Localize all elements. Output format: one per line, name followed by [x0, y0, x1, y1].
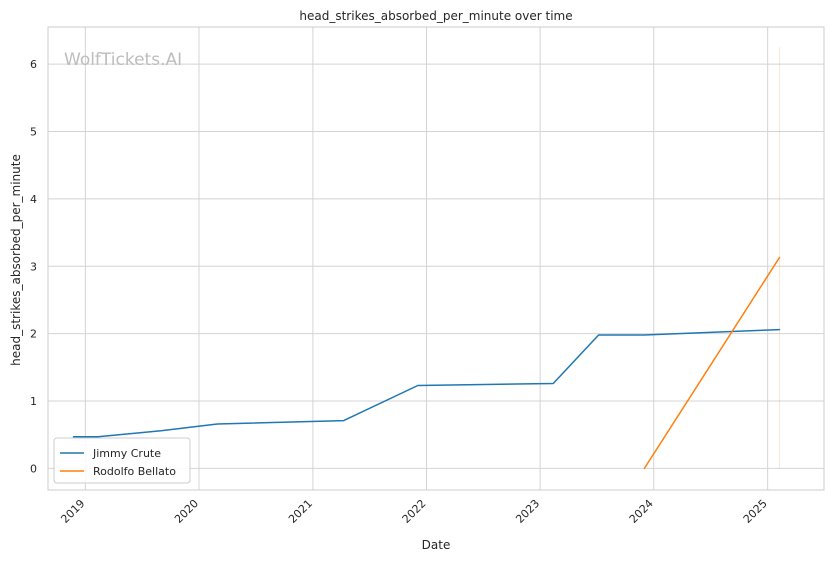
grid: [48, 27, 824, 490]
legend-label: Jimmy Crute: [92, 447, 161, 460]
y-axis-ticks: 0 1 2 3 4 5 6: [30, 58, 37, 475]
legend: Jimmy Crute Rodolfo Bellato: [53, 437, 191, 484]
x-tick-label: 2019: [58, 497, 87, 526]
legend-box: [53, 437, 191, 484]
y-tick-label: 5: [30, 125, 37, 138]
series-line: [643, 256, 781, 470]
x-axis-ticks: 2019 2020 2021 2022 2023 2024 2025: [58, 497, 769, 526]
y-tick-label: 3: [30, 260, 37, 273]
legend-label: Rodolfo Bellato: [93, 465, 176, 478]
y-tick-label: 4: [30, 193, 37, 206]
x-tick-label: 2025: [741, 497, 770, 526]
plot-frame: [47, 26, 825, 491]
y-tick-label: 6: [30, 58, 37, 71]
x-tick-label: 2020: [172, 497, 201, 526]
y-axis-label: head_strikes_absorbed_per_minute: [9, 154, 23, 366]
x-tick-label: 2021: [286, 497, 315, 526]
chart-title: head_strikes_absorbed_per_minute over ti…: [299, 9, 572, 23]
y-tick-label: 1: [30, 395, 37, 408]
series-line: [72, 328, 781, 438]
y-tick-label: 0: [30, 462, 37, 475]
x-tick-label: 2024: [627, 497, 656, 526]
watermark: WolfTickets.AI: [64, 50, 182, 70]
x-tick-label: 2022: [400, 497, 429, 526]
series-lines: [72, 256, 781, 470]
x-axis-label: Date: [422, 538, 451, 552]
y-tick-label: 2: [30, 328, 37, 341]
x-tick-label: 2023: [513, 497, 542, 526]
